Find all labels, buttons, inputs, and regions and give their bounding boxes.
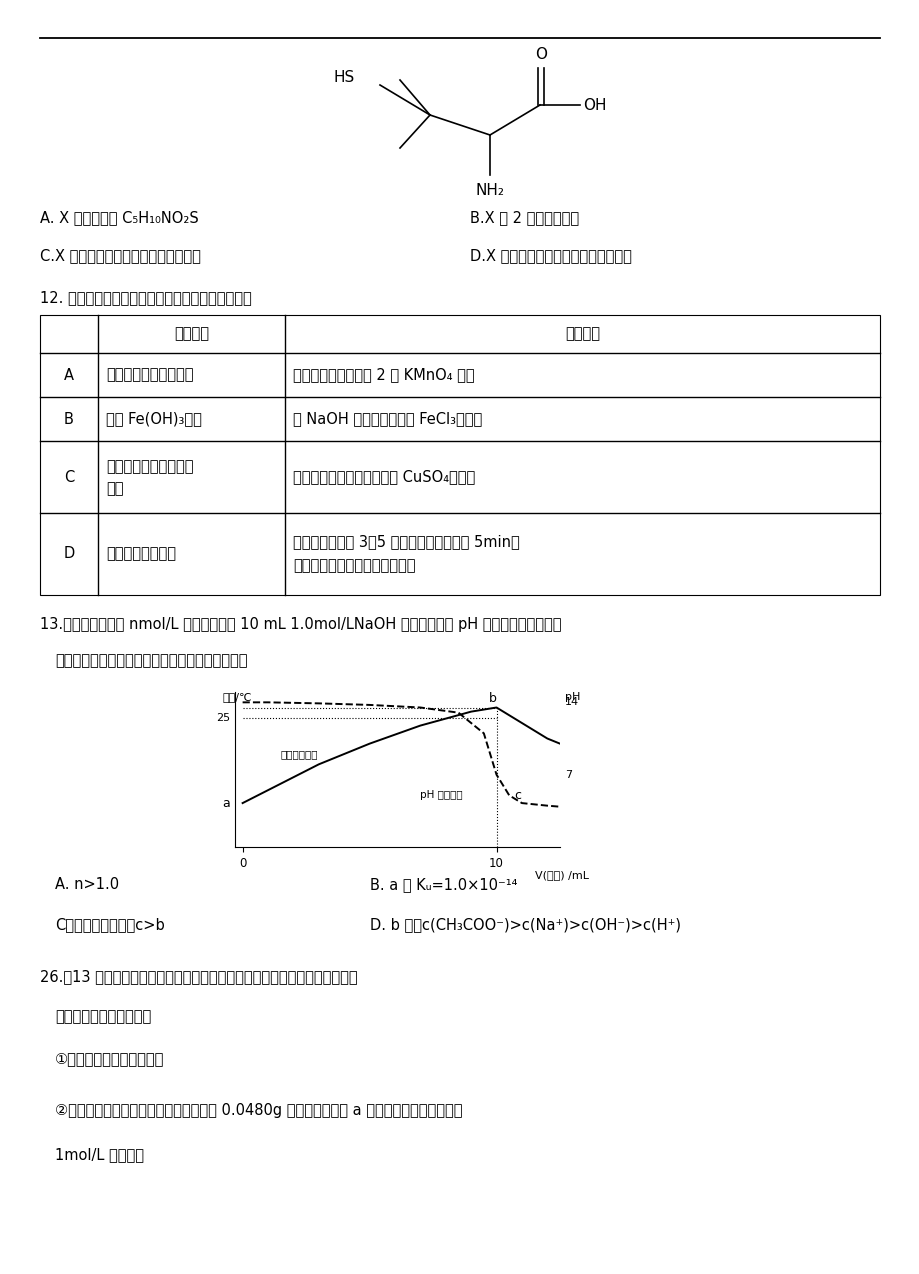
Text: B. a 点 Kᵤ=1.0×10⁻¹⁴: B. a 点 Kᵤ=1.0×10⁻¹⁴ [369, 877, 516, 892]
Text: ①装配好装置，检查气密性: ①装配好装置，检查气密性 [55, 1051, 165, 1066]
Text: 向乙二酸溶液中滴加 2 滴 KMnO₄ 溶液: 向乙二酸溶液中滴加 2 滴 KMnO₄ 溶液 [292, 367, 474, 382]
Text: 液体积变化曲线如图所示，下列有关说法正确的是: 液体积变化曲线如图所示，下列有关说法正确的是 [55, 654, 247, 668]
Text: 实验操作: 实验操作 [564, 326, 599, 341]
Text: 检验蔗糖是否水解: 检验蔗糖是否水解 [106, 547, 176, 562]
Text: C: C [63, 470, 74, 484]
Text: D: D [63, 547, 74, 562]
Text: O: O [535, 47, 547, 62]
Text: 温度/℃: 温度/℃ [222, 692, 252, 702]
Text: 根据下列步骤完成实验：: 根据下列步骤完成实验： [55, 1009, 151, 1024]
Text: 换铜: 换铜 [106, 482, 123, 497]
Text: C．水的电离程度：c>b: C．水的电离程度：c>b [55, 917, 165, 933]
Text: A: A [64, 367, 74, 382]
Text: C.X 能发生加聚反应生成高分子化合物: C.X 能发生加聚反应生成高分子化合物 [40, 248, 200, 262]
Text: 13.在某温度时，将 nmol/L 醋酸溶液滴入 10 mL 1.0mol/LNaOH 溶液中，溶液 pH 和温度随加入醋酸溶: 13.在某温度时，将 nmol/L 醋酸溶液滴入 10 mL 1.0mol/LN… [40, 617, 561, 632]
Text: 25: 25 [216, 713, 230, 722]
Text: D. b 点：c(CH₃COO⁻)>c(Na⁺)>c(OH⁻)>c(H⁺): D. b 点：c(CH₃COO⁻)>c(Na⁺)>c(OH⁻)>c(H⁺) [369, 917, 680, 933]
Text: 取少量溶液，加入银氨溶液加热: 取少量溶液，加入银氨溶液加热 [292, 558, 415, 573]
Text: A. n>1.0: A. n>1.0 [55, 877, 119, 892]
Text: B: B [64, 412, 74, 427]
Text: 12. 欲实现下列实验目的，进行的实验操作合理的是: 12. 欲实现下列实验目的，进行的实验操作合理的是 [40, 290, 252, 304]
Text: HS: HS [334, 70, 355, 85]
Text: a: a [221, 796, 230, 809]
Text: OH: OH [583, 98, 606, 112]
Text: b: b [488, 692, 496, 705]
Text: pH: pH [564, 692, 580, 702]
Text: 将 NaOH 溶液滴加到饱和 FeCl₃溶液中: 将 NaOH 溶液滴加到饱和 FeCl₃溶液中 [292, 412, 482, 427]
Text: 将久置在空气中的铝片放入 CuSO₄溶液中: 将久置在空气中的铝片放入 CuSO₄溶液中 [292, 470, 475, 484]
Text: ②用砂纸擦去镁带表面的氧化物，然后取 0.0480g 的镁带加入仪器 a 中，分液漏斗内加入足量: ②用砂纸擦去镁带表面的氧化物，然后取 0.0480g 的镁带加入仪器 a 中，分… [55, 1103, 462, 1119]
Text: 制备 Fe(OH)₃胶体: 制备 Fe(OH)₃胶体 [106, 412, 201, 427]
Text: 证明乙二酸具有还原性: 证明乙二酸具有还原性 [106, 367, 193, 382]
Text: D.X 既能与强酸反应，又能与强碱反应: D.X 既能与强酸反应，又能与强碱反应 [470, 248, 631, 262]
Text: 14: 14 [564, 697, 579, 707]
Text: 1mol/L 硫酸溶液: 1mol/L 硫酸溶液 [55, 1147, 144, 1162]
Text: 实验目的: 实验目的 [174, 326, 209, 341]
Text: NH₂: NH₂ [475, 183, 504, 197]
Text: 铝可以从铜盐溶液中置: 铝可以从铜盐溶液中置 [106, 460, 193, 474]
Text: 26.（13 分）某同学利用如图所示实验装置测定常温常压下的气体摩尔体积。: 26.（13 分）某同学利用如图所示实验装置测定常温常压下的气体摩尔体积。 [40, 970, 357, 984]
Text: 温度变化曲线: 温度变化曲线 [280, 749, 318, 759]
Text: V(醋酸) /mL: V(醋酸) /mL [534, 870, 588, 880]
Text: A. X 的分子式为 C₅H₁₀NO₂S: A. X 的分子式为 C₅H₁₀NO₂S [40, 210, 199, 225]
Text: 7: 7 [564, 769, 572, 780]
Text: pH 变化曲线: pH 变化曲线 [420, 790, 462, 800]
Text: B.X 有 2 个手性碳原子: B.X 有 2 个手性碳原子 [470, 210, 578, 225]
Bar [40, 315, 879, 595]
Text: 取蔗糖溶液，加 3～5 滴稀硫酸，水浴加热 5min，: 取蔗糖溶液，加 3～5 滴稀硫酸，水浴加热 5min， [292, 535, 519, 549]
Text: c: c [514, 789, 521, 801]
